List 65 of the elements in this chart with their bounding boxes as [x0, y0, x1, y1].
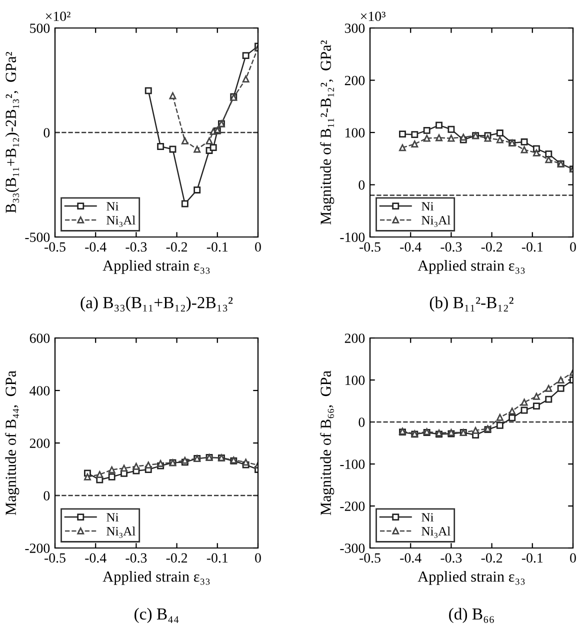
y-tick-label: 400: [30, 386, 50, 396]
y-tick-label: 200: [30, 438, 50, 448]
x-tick-label: -0.3: [440, 553, 462, 563]
y-tick-label: -300: [340, 544, 365, 553]
text: (c) B₄₄: [134, 608, 179, 624]
y-tick-label: 200: [344, 334, 365, 343]
x-tick-label: 0: [255, 242, 261, 252]
y-tick-label: 0: [358, 180, 365, 190]
x-tick-label: -0.3: [126, 553, 147, 563]
x-tick-label: -0.1: [206, 553, 228, 563]
x-tick-label: -0.1: [206, 242, 228, 252]
y-tick-label: 100: [346, 376, 365, 385]
legend-label: Ni₃Al: [422, 526, 450, 538]
x-tick-label: -0.4: [400, 242, 422, 252]
y-axis-title: Magnitude of B₆₆, GPa: [320, 370, 334, 516]
text: (a) B₃₃(B₁₁+B₁₂)-2B₁₃²: [80, 296, 233, 312]
x-tick-label: -0.4: [85, 553, 106, 563]
y-tick-label: -200: [340, 502, 365, 511]
x-tick-label: -0.5: [44, 242, 66, 252]
y-axis-title: Magnitude of B₁₁²-B₁₂², GPa²: [320, 40, 334, 224]
y-tick-label: 0: [358, 418, 365, 427]
x-tick-label: -0.2: [166, 242, 188, 252]
x-axis-title: Applied strain ε₃₃: [418, 260, 525, 274]
legend-label: Ni₃Al: [422, 216, 450, 227]
x-tick-label: -0.4: [400, 553, 422, 563]
x-tick-label: 0: [570, 242, 576, 252]
x-tick-label: -0.2: [481, 553, 502, 563]
y-tick-label: 200: [344, 76, 365, 86]
y-tick-label: -200: [25, 544, 50, 553]
x-tick-label: 0: [570, 553, 576, 563]
text: ×10²: [46, 12, 70, 21]
y-tick-label: 100: [346, 128, 365, 138]
text: ×10³: [360, 12, 386, 21]
legend-label: Ni: [106, 202, 119, 210]
y-tick-label: 0: [44, 491, 50, 500]
y-tick-label: -100: [340, 460, 365, 469]
legend-label: Ni: [422, 513, 434, 522]
x-axis-title: Applied strain ε₃₃: [102, 571, 210, 585]
y-tick-label: 500: [30, 24, 50, 33]
x-tick-label: -0.5: [44, 553, 66, 563]
y-tick-label: 300: [344, 24, 365, 33]
legend-label: Ni₃Al: [106, 526, 136, 538]
text: (d) B₆₆: [449, 608, 494, 624]
x-tick-label: -0.2: [481, 242, 502, 252]
y-axis-title: Magnitude of B₄₄, GPa: [5, 370, 20, 516]
y-tick-label: 0: [44, 128, 50, 138]
x-tick-label: -0.5: [360, 553, 380, 563]
text: (b) B₁₁²-B₁₂²: [430, 296, 514, 312]
x-tick-label: -0.4: [85, 242, 106, 252]
x-tick-label: -0.3: [126, 242, 147, 252]
x-axis-title: Applied strain ε₃₃: [102, 260, 210, 274]
x-tick-label: 0: [255, 553, 261, 563]
y-tick-label: -100: [340, 232, 365, 242]
legend-label: Ni: [422, 202, 434, 210]
x-tick-label: -0.1: [522, 242, 543, 252]
x-tick-label: -0.3: [440, 242, 462, 252]
x-tick-label: -0.1: [522, 553, 543, 563]
x-tick-label: -0.2: [166, 553, 188, 563]
x-axis-title: Applied strain ε₃₃: [418, 571, 525, 585]
y-axis-title: B₃₃(B₁₁+B₁₂)-2B₁₃², GPa²: [5, 52, 20, 213]
legend-label: Ni₃Al: [106, 216, 136, 227]
y-tick-label: -500: [25, 232, 50, 242]
legend-label: Ni: [106, 513, 119, 522]
y-tick-label: 600: [30, 334, 50, 343]
x-tick-label: -0.5: [360, 242, 380, 252]
